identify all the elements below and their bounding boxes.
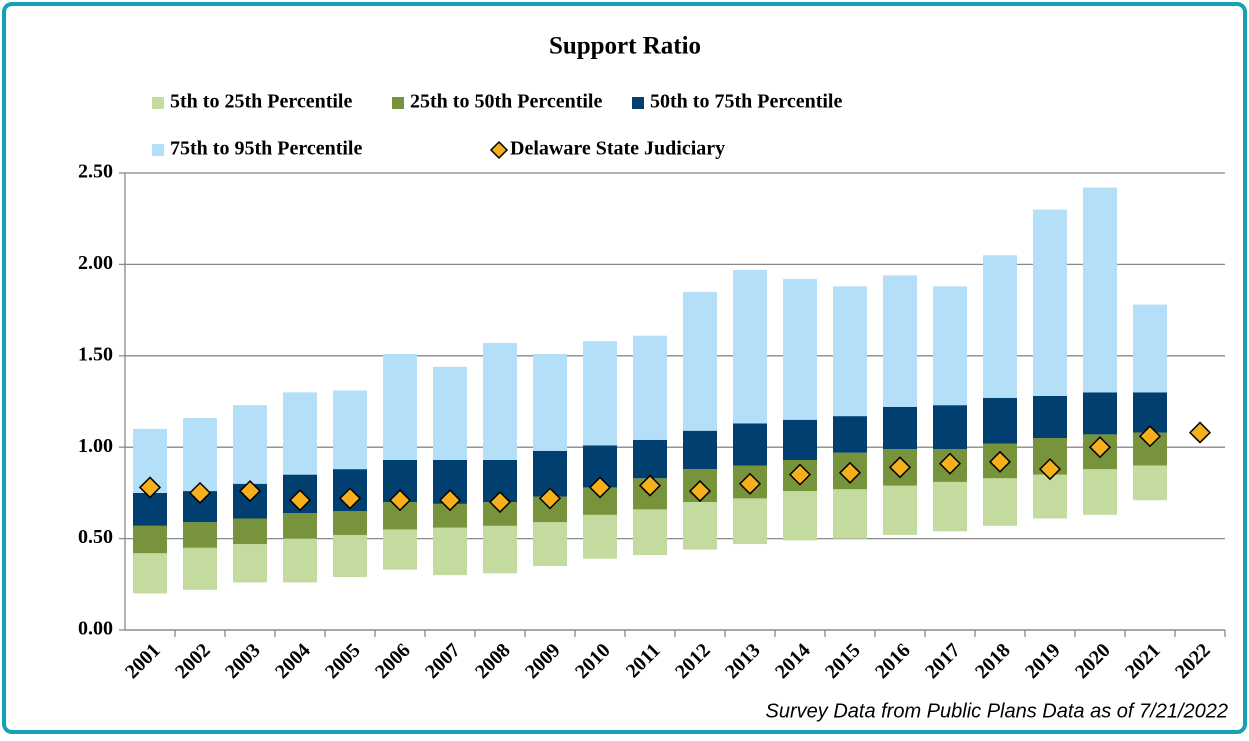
bar-segment xyxy=(583,341,617,446)
bar-segment xyxy=(883,485,917,535)
bar-segment xyxy=(833,416,867,453)
bar-segment xyxy=(1083,392,1117,435)
bar-segment xyxy=(783,491,817,541)
legend-swatch xyxy=(152,144,164,156)
bar-segment xyxy=(1083,187,1117,393)
bar-segment xyxy=(933,286,967,406)
bar-segment xyxy=(1083,469,1117,515)
marker xyxy=(588,476,612,499)
legend-label: 5th to 25th Percentile xyxy=(170,91,352,113)
bar-segment xyxy=(233,544,267,583)
bar-segment xyxy=(433,366,467,460)
legend-swatch xyxy=(152,97,164,109)
marker xyxy=(688,480,712,503)
marker xyxy=(1138,425,1162,448)
marker xyxy=(738,472,762,495)
marker xyxy=(1088,436,1112,459)
y-tick-label: 2.00 xyxy=(78,252,113,274)
bar-segment xyxy=(833,489,867,539)
bar-segment xyxy=(683,291,717,431)
legend-label: Delaware State Judiciary xyxy=(510,138,725,160)
marker xyxy=(838,461,862,484)
legend-label: 25th to 50th Percentile xyxy=(410,91,602,113)
bar-segment xyxy=(983,478,1017,526)
marker xyxy=(488,490,512,514)
marker xyxy=(788,463,812,486)
marker xyxy=(988,450,1012,473)
bar-segment xyxy=(833,286,867,417)
bar-segment xyxy=(283,513,317,539)
marker xyxy=(388,489,412,512)
bar-segment xyxy=(483,525,517,574)
bar-segment xyxy=(333,511,367,535)
marker xyxy=(1188,421,1212,444)
bar-segment xyxy=(133,553,167,594)
y-tick-label: 0.00 xyxy=(78,618,113,640)
bar-segment xyxy=(183,522,217,548)
marker xyxy=(1038,458,1062,481)
chart-title: Support Ratio xyxy=(549,33,701,60)
bar-segment xyxy=(1033,396,1067,439)
bar-segment xyxy=(333,534,367,577)
y-tick-label: 1.00 xyxy=(78,435,113,457)
bar-segment xyxy=(733,423,767,466)
bar-segment xyxy=(333,390,367,470)
marker xyxy=(538,487,562,510)
bar-segment xyxy=(883,275,917,407)
legend-label: 50th to 75th Percentile xyxy=(650,91,842,113)
marker xyxy=(238,480,262,503)
bar-segment xyxy=(683,430,717,470)
bar-segment xyxy=(433,503,467,528)
bar-segment xyxy=(483,343,517,460)
bar-segment xyxy=(633,335,667,440)
bar-segment xyxy=(283,392,317,475)
bar-segment xyxy=(933,405,967,450)
bar-segment xyxy=(783,419,817,460)
bar-segment xyxy=(933,481,967,532)
legend-swatch xyxy=(632,97,644,109)
bar-segment xyxy=(183,547,217,590)
legend-swatch xyxy=(392,97,404,109)
marker xyxy=(138,476,162,499)
y-tick-label: 2.50 xyxy=(78,161,113,183)
bar-segment xyxy=(483,502,517,526)
footnote: Survey Data from Public Plans Data as of… xyxy=(766,700,1228,722)
marker xyxy=(438,489,462,512)
bar-segment xyxy=(583,514,617,559)
bar-segment xyxy=(983,397,1017,444)
bar-segment xyxy=(133,525,167,554)
bar-segment xyxy=(783,279,817,420)
bar-segment xyxy=(433,527,467,576)
marker xyxy=(888,456,912,479)
bar-segment xyxy=(683,502,717,550)
marker xyxy=(188,481,212,504)
bar-segment xyxy=(883,406,917,450)
bar-segment xyxy=(283,538,317,583)
bar-segment xyxy=(233,518,267,545)
y-tick-label: 1.50 xyxy=(78,343,113,365)
bar-segment xyxy=(1033,209,1067,397)
bar-segment xyxy=(533,353,567,451)
bar-segment xyxy=(733,269,767,424)
marker xyxy=(938,452,962,475)
bar-segment xyxy=(1133,465,1167,501)
bar-segment xyxy=(383,529,417,570)
bar-segment xyxy=(183,417,217,492)
bar-segment xyxy=(633,439,667,479)
bar-segment xyxy=(1033,474,1067,519)
bar-segment xyxy=(383,353,417,460)
bar-segment xyxy=(533,522,567,567)
bar-segment xyxy=(233,405,267,484)
legend-label: 75th to 95th Percentile xyxy=(170,138,362,160)
y-tick-label: 0.50 xyxy=(78,526,113,548)
marker xyxy=(288,489,312,512)
bar-segment xyxy=(1133,304,1167,393)
bar-segment xyxy=(733,498,767,545)
bar-segment xyxy=(633,509,667,556)
legend-marker xyxy=(489,140,509,160)
marker xyxy=(338,487,362,510)
bar-segment xyxy=(983,255,1017,398)
marker xyxy=(638,474,662,497)
